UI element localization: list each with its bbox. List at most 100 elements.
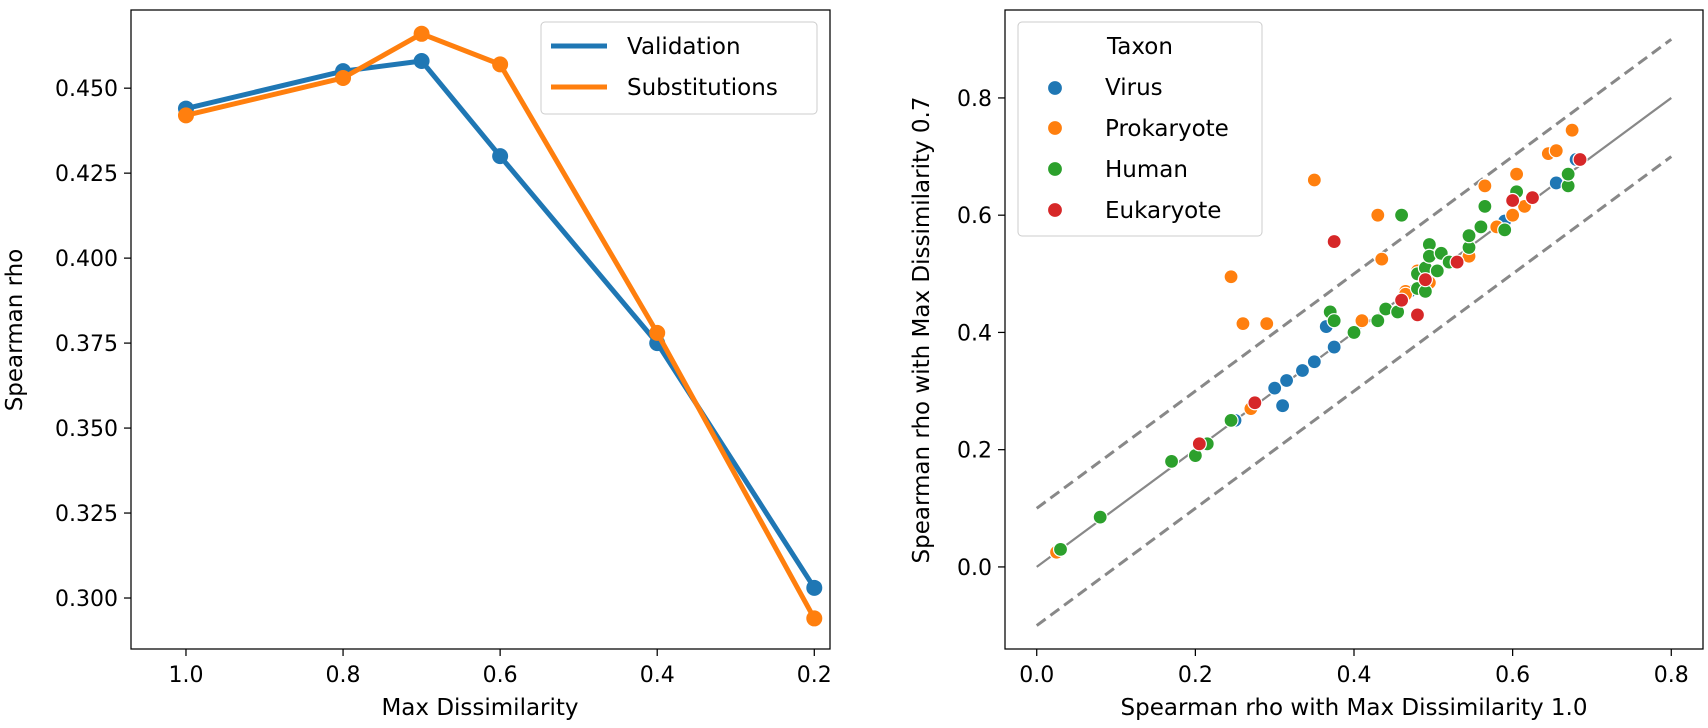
- scatter-point-prokaryote: [1259, 316, 1275, 332]
- legend-label-prokaryote: Prokaryote: [1105, 116, 1229, 142]
- scatter-point-eukaryote: [1505, 192, 1521, 209]
- line-chart-legend: Validation Substitutions: [540, 21, 818, 115]
- scatter-point-prokaryote: [1370, 207, 1386, 223]
- x-tick-label: 0.2: [1178, 663, 1213, 688]
- x-tick-label: 0.6: [483, 663, 518, 688]
- line-chart-x-ticks: 1.0 0.8 0.6 0.4 0.2: [168, 649, 832, 688]
- data-point-validation: [806, 579, 823, 596]
- y-tick-label: 0.450: [55, 77, 118, 102]
- line-chart-plot-area: [130, 9, 831, 650]
- y-tick-label: 0.4: [957, 321, 992, 346]
- scatter-chart-panel: 0.0 0.2 0.4 0.6 0.8 0.0 0.2 0.4 0.6 0.8 Spearman…: [909, 9, 1704, 721]
- scatter-point-prokaryote: [1306, 172, 1322, 188]
- x-tick-label: 0.8: [326, 663, 361, 688]
- line-chart-y-axis-label: Spearman rho: [2, 249, 28, 412]
- scatter-point-eukaryote: [1191, 436, 1207, 452]
- y-tick-label: 0.8: [957, 87, 992, 112]
- data-point-substitutions: [335, 69, 352, 86]
- series-line-substitutions: [183, 31, 817, 621]
- scatter-chart-y-axis-label: Spearman rho with Max Dissimilarity 0.7: [909, 97, 935, 564]
- scatter-point-prokaryote: [1354, 313, 1370, 329]
- scatter-point-prokaryote: [1223, 269, 1239, 285]
- scatter-chart-legend-box: [1017, 21, 1263, 237]
- legend-label-validation: Validation: [627, 34, 741, 60]
- line-chart-marks: [177, 25, 823, 627]
- series-line-validation: [183, 58, 817, 591]
- scatter-point-human: [1497, 222, 1513, 238]
- y-tick-label: 0.350: [55, 417, 118, 442]
- scatter-point-prokaryote: [1564, 122, 1580, 138]
- data-point-substitutions: [413, 25, 430, 42]
- legend-marker-eukaryote: [1046, 201, 1064, 219]
- scatter-point-virus: [1278, 372, 1295, 389]
- scatter-point-prokaryote: [1374, 251, 1390, 267]
- x-tick-label: 0.0: [1019, 663, 1054, 688]
- line-chart-y-ticks: 0.450 0.425 0.400 0.375 0.350 0.325 0.300: [55, 77, 131, 612]
- x-tick-label: 0.4: [640, 663, 675, 688]
- line-chart-legend-box: [540, 21, 818, 115]
- data-point-substitutions: [492, 56, 509, 73]
- scatter-point-eukaryote: [1449, 254, 1465, 270]
- legend-marker-prokaryote: [1046, 119, 1064, 137]
- y-tick-label: 0.425: [55, 162, 118, 187]
- legend-label-human: Human: [1105, 157, 1188, 183]
- scatter-point-human: [1429, 263, 1445, 279]
- scatter-point-human: [1052, 541, 1069, 557]
- data-point-validation: [413, 52, 430, 69]
- x-tick-label: 0.6: [1495, 663, 1530, 688]
- scatter-point-virus: [1275, 398, 1291, 414]
- scatter-point-eukaryote: [1417, 272, 1433, 288]
- data-point-substitutions: [806, 610, 823, 627]
- scatter-point-prokaryote: [1548, 143, 1564, 159]
- scatter-point-human: [1473, 219, 1489, 235]
- scatter-point-eukaryote: [1247, 395, 1263, 411]
- y-tick-label: 0.300: [55, 587, 118, 612]
- scatter-point-virus: [1267, 380, 1283, 396]
- y-tick-label: 0.0: [957, 556, 992, 581]
- scatter-chart-y-ticks: 0.0 0.2 0.4 0.6 0.8: [957, 87, 1005, 581]
- scatter-point-human: [1092, 509, 1108, 525]
- scatter-point-eukaryote: [1409, 307, 1426, 323]
- legend-label-eukaryote: Eukaryote: [1105, 198, 1221, 224]
- x-tick-label: 1.0: [168, 663, 203, 688]
- legend-label-substitutions: Substitutions: [627, 75, 778, 101]
- line-chart-panel: 1.0 0.8 0.6 0.4 0.2 0.450 0.425 0.400 0.375 0.35…: [2, 9, 832, 721]
- scatter-chart-legend: Taxon Virus Prokaryote Human Eukaryote: [1017, 21, 1263, 237]
- y-tick-label: 0.325: [55, 502, 118, 527]
- scatter-point-human: [1346, 324, 1362, 341]
- scatter-point-eukaryote: [1326, 233, 1342, 250]
- scatter-point-virus: [1306, 354, 1322, 370]
- legend-label-virus: Virus: [1105, 75, 1163, 101]
- scatter-legend-title: Taxon: [1106, 34, 1173, 60]
- reference-line-dashed: [1035, 155, 1673, 627]
- scatter-point-eukaryote: [1393, 292, 1410, 308]
- scatter-point-prokaryote: [1235, 316, 1251, 332]
- legend-marker-virus: [1046, 79, 1064, 97]
- scatter-point-prokaryote: [1505, 207, 1521, 223]
- scatter-point-prokaryote: [1477, 178, 1493, 194]
- scatter-point-human: [1326, 313, 1342, 329]
- scatter-point-human: [1223, 412, 1239, 428]
- scatter-point-prokaryote: [1509, 166, 1525, 182]
- scatter-chart-x-ticks: 0.0 0.2 0.4 0.6 0.8: [1019, 649, 1689, 688]
- scatter-point-human: [1370, 313, 1386, 329]
- y-tick-label: 0.6: [957, 204, 992, 229]
- scatter-point-virus: [1326, 339, 1342, 355]
- scatter-point-virus: [1294, 362, 1311, 379]
- data-point-substitutions: [649, 324, 666, 341]
- x-tick-label: 0.2: [797, 663, 832, 688]
- scatter-point-human: [1477, 198, 1493, 214]
- data-point-substitutions: [177, 107, 194, 124]
- data-point-validation: [492, 148, 509, 165]
- scatter-chart-marks: [1048, 122, 1588, 560]
- scatter-point-eukaryote: [1524, 189, 1541, 206]
- x-tick-label: 0.4: [1337, 663, 1372, 688]
- scatter-chart-x-axis-label: Spearman rho with Max Dissimilarity 1.0: [1121, 695, 1588, 721]
- legend-marker-human: [1046, 160, 1064, 178]
- reference-line-dashed: [1035, 38, 1673, 510]
- scatter-point-human: [1461, 228, 1477, 244]
- y-tick-label: 0.2: [957, 439, 992, 464]
- scatter-point-eukaryote: [1572, 151, 1588, 168]
- x-tick-label: 0.8: [1654, 663, 1689, 688]
